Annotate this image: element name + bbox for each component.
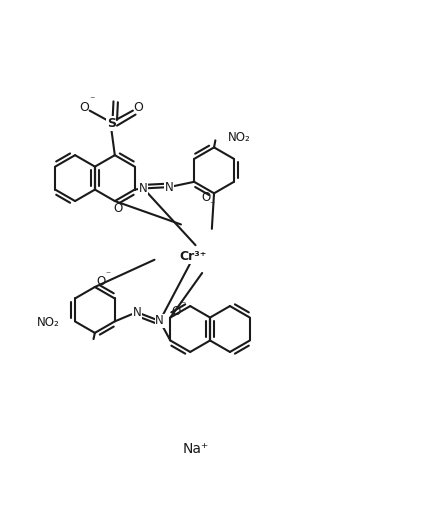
Text: O: O — [79, 101, 89, 114]
Text: Na⁺: Na⁺ — [182, 442, 209, 456]
Text: N: N — [165, 181, 174, 194]
Text: ⁻: ⁻ — [123, 197, 128, 207]
Text: Cr³⁺: Cr³⁺ — [180, 250, 207, 263]
Text: NO₂: NO₂ — [228, 131, 251, 144]
Text: ⁻: ⁻ — [106, 271, 111, 280]
Text: O: O — [171, 305, 180, 318]
Text: O: O — [96, 275, 106, 288]
Text: NO₂: NO₂ — [37, 316, 59, 329]
Text: N: N — [139, 182, 148, 195]
Text: O: O — [114, 202, 123, 214]
Text: S: S — [107, 117, 116, 130]
Text: N: N — [132, 306, 141, 319]
Text: ⁻: ⁻ — [89, 96, 95, 106]
Text: ⁻: ⁻ — [180, 300, 185, 310]
Text: O: O — [202, 191, 211, 204]
Text: ⁻: ⁻ — [209, 200, 214, 210]
Text: O: O — [134, 101, 143, 114]
Text: N: N — [155, 314, 164, 328]
